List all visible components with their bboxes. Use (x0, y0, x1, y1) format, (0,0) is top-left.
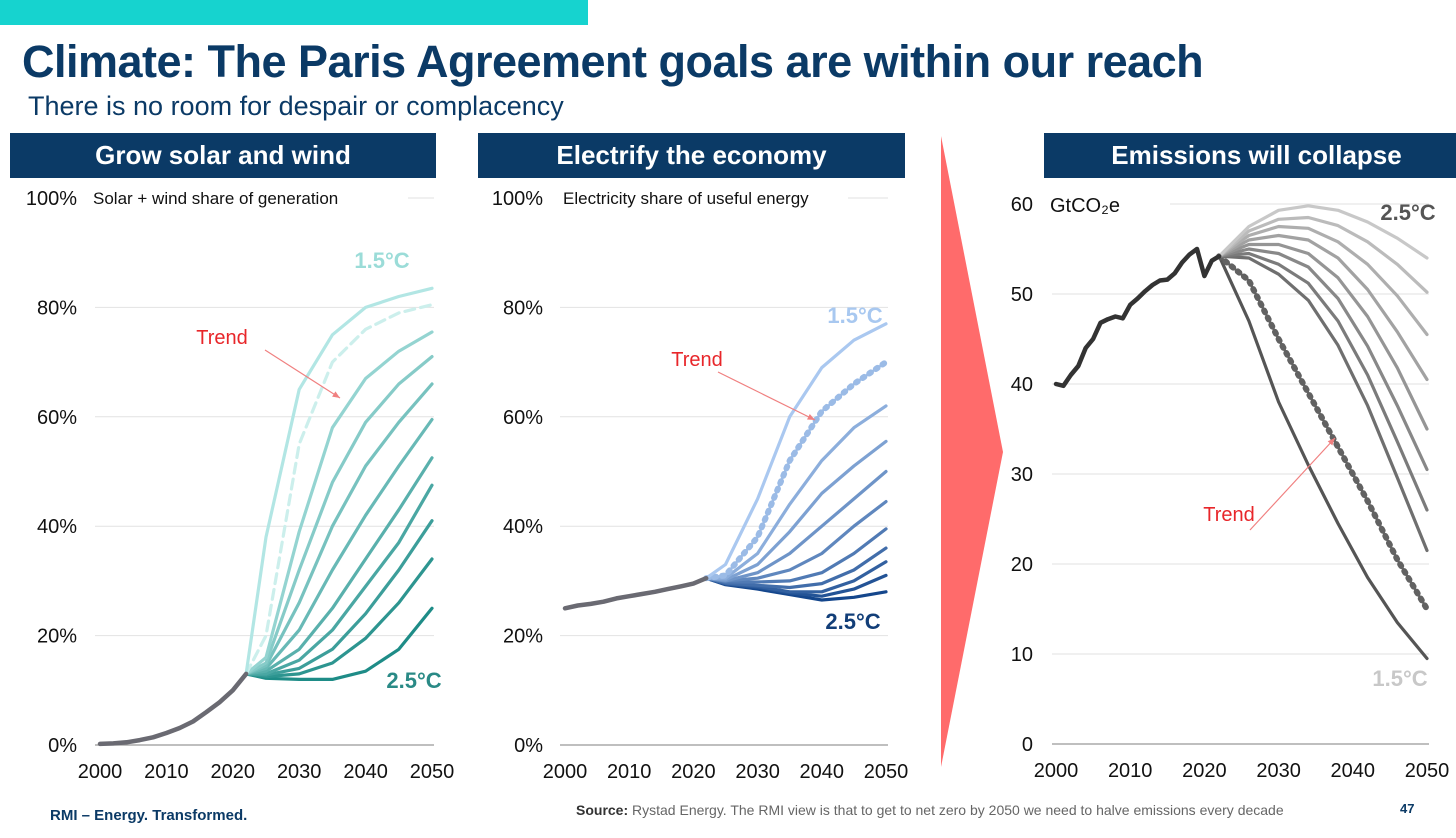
scenario-line (1217, 254, 1429, 661)
scenario-label-low: 2.5°C (825, 609, 880, 634)
y-tick-label: 20 (1011, 554, 1033, 576)
scenario-line (244, 557, 434, 679)
x-tick-label: 2030 (735, 761, 780, 783)
footer-brand: RMI – Energy. Transformed. (50, 807, 248, 824)
x-tick-label: 2000 (78, 761, 123, 783)
trend-pointer (1249, 437, 1336, 531)
scenario-line (1217, 233, 1429, 382)
x-tick-label: 2040 (800, 761, 845, 783)
x-tick-label: 2050 (864, 761, 909, 783)
scenario-label-low: 2.5°C (386, 668, 441, 693)
x-tick-label: 2040 (343, 761, 388, 783)
history-line (562, 575, 709, 611)
y-tick-label: 50 (1011, 284, 1033, 306)
trend-pointer (264, 349, 341, 399)
y-axis-label: Electricity share of useful energy (563, 189, 809, 208)
scenario-line (704, 439, 888, 582)
y-tick-label: 30 (1011, 464, 1033, 486)
source-label: Source: (576, 802, 629, 818)
y-tick-label: 80% (37, 297, 77, 319)
scenario-line (1217, 254, 1429, 553)
history-line (1053, 246, 1222, 389)
transition-arrow (941, 136, 1003, 767)
scenario-line (244, 417, 434, 676)
scenario-line (704, 322, 888, 580)
slide-subtitle: There is no room for despair or complace… (28, 91, 564, 121)
x-tick-label: 2010 (1108, 760, 1153, 782)
y-tick-label: 60 (1011, 194, 1033, 216)
y-tick-label: 10 (1011, 644, 1033, 666)
y-tick-label: 0% (514, 735, 543, 757)
x-tick-label: 2000 (1034, 760, 1079, 782)
y-tick-label: 0 (1022, 734, 1033, 756)
history-line (97, 671, 249, 747)
y-tick-label: 60% (37, 407, 77, 429)
scenario-line (244, 286, 434, 676)
x-tick-label: 2050 (1405, 760, 1450, 782)
scenario-line (244, 606, 434, 682)
trend-pointer (717, 371, 816, 421)
source-text: Rystad Energy. The RMI view is that to g… (628, 802, 1284, 818)
scenario-line (244, 382, 434, 676)
y-tick-label: 100% (26, 188, 77, 210)
scenario-label-high: 1.5°C (354, 248, 409, 273)
y-tick-label: 60% (503, 407, 543, 429)
panel-header-solar-wind: Grow solar and wind (10, 133, 436, 178)
source-note: Source: Rystad Energy. The RMI view is t… (576, 802, 1284, 818)
x-tick-label: 2030 (1256, 760, 1301, 782)
y-tick-label: 20% (503, 626, 543, 648)
x-tick-label: 2010 (144, 761, 189, 783)
y-tick-label: 100% (492, 188, 543, 210)
trend-pointer-head (1327, 438, 1335, 446)
x-tick-label: 2030 (277, 761, 322, 783)
trend-label: Trend (196, 327, 248, 349)
scenario-line (1217, 247, 1429, 472)
x-tick-label: 2020 (211, 761, 256, 783)
x-tick-label: 2000 (543, 761, 588, 783)
accent-bar (0, 0, 588, 25)
trend-label: Trend (1203, 504, 1255, 526)
scenario-line (704, 500, 888, 583)
x-tick-label: 2020 (671, 761, 716, 783)
panel-header-emissions: Emissions will collapse (1044, 133, 1456, 178)
x-tick-label: 2050 (410, 761, 455, 783)
scenario-label-high: 2.5°C (1380, 200, 1435, 225)
y-tick-label: 40% (503, 516, 543, 538)
scenario-line (244, 303, 434, 676)
panel-header-electrify: Electrify the economy (478, 133, 905, 178)
scenario-label-high: 1.5°C (827, 303, 882, 328)
scenario-line (1217, 224, 1429, 337)
y-tick-label: 80% (503, 297, 543, 319)
scenario-line (1217, 242, 1429, 431)
scenario-line (244, 483, 434, 676)
scenario-line (1217, 251, 1429, 512)
y-tick-label: 0% (48, 735, 77, 757)
y-tick-label: 40 (1011, 374, 1033, 396)
x-tick-label: 2020 (1182, 760, 1227, 782)
scenario-line-core (706, 361, 887, 580)
scenario-line (244, 456, 434, 676)
scenario-label-low: 1.5°C (1372, 666, 1427, 691)
scenario-line-core (1218, 255, 1429, 610)
x-tick-label: 2040 (1331, 760, 1376, 782)
y-tick-label: 20% (37, 626, 77, 648)
scenario-line (1217, 215, 1429, 294)
slide-title: Climate: The Paris Agreement goals are w… (22, 36, 1204, 87)
y-axis-label: Solar + wind share of generation (93, 189, 338, 208)
scenario-line (1217, 204, 1429, 260)
trend-label: Trend (671, 349, 723, 371)
scenario-line (244, 330, 434, 676)
y-axis-label: GtCO₂e (1050, 195, 1120, 217)
trend-pointer-head (807, 413, 815, 420)
y-tick-label: 40% (37, 516, 77, 538)
page-number: 47 (1400, 801, 1415, 816)
scenario-line (244, 355, 434, 676)
x-tick-label: 2010 (607, 761, 652, 783)
trend-pointer-head (332, 391, 340, 398)
